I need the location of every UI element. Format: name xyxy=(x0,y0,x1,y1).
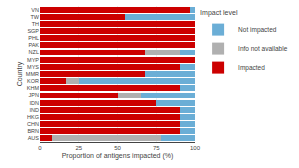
svg-text:VN: VN xyxy=(31,7,39,13)
svg-text:MYS: MYS xyxy=(27,64,39,70)
svg-text:PHL: PHL xyxy=(28,35,39,41)
svg-text:NZL: NZL xyxy=(29,49,39,55)
svg-text:Impacted: Impacted xyxy=(238,64,265,72)
svg-text:25: 25 xyxy=(75,145,82,151)
svg-text:KOR: KOR xyxy=(27,78,39,84)
svg-text:IND: IND xyxy=(30,107,40,113)
svg-text:PAK: PAK xyxy=(28,42,39,48)
svg-text:Country: Country xyxy=(16,61,24,86)
svg-text:50: 50 xyxy=(114,145,121,151)
svg-text:SGP: SGP xyxy=(27,28,39,34)
svg-text:TW: TW xyxy=(30,14,39,20)
svg-text:HKG: HKG xyxy=(27,114,39,120)
svg-text:MMR: MMR xyxy=(26,71,39,77)
svg-text:BRN: BRN xyxy=(27,128,39,134)
svg-text:75: 75 xyxy=(153,145,160,151)
svg-text:CHN: CHN xyxy=(27,121,39,127)
svg-text:Info not available: Info not available xyxy=(238,45,288,52)
svg-text:IDN: IDN xyxy=(30,100,40,106)
svg-text:TH: TH xyxy=(32,21,39,27)
svg-text:0: 0 xyxy=(38,145,42,151)
svg-text:Not impacted: Not impacted xyxy=(238,26,277,34)
svg-text:AUS: AUS xyxy=(28,135,40,141)
svg-text:100: 100 xyxy=(190,145,201,151)
svg-text:MYP: MYP xyxy=(27,57,39,63)
svg-text:KHM: KHM xyxy=(27,85,40,91)
svg-text:Impact level: Impact level xyxy=(200,9,238,17)
svg-text:JPN: JPN xyxy=(29,92,39,98)
svg-text:Proportion of antigens impacte: Proportion of antigens impacted (%) xyxy=(62,152,174,160)
